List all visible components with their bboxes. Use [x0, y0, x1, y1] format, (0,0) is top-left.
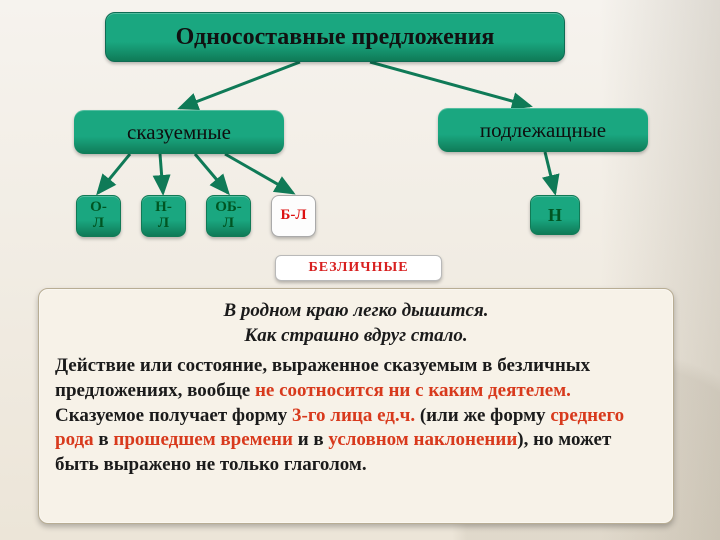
- leaf-ol: О-Л: [76, 195, 121, 237]
- badge-bezlichnye: БЕЗЛИЧНЫЕ: [275, 255, 442, 281]
- title-box: Односоставные предложения: [105, 12, 565, 62]
- explanation-panel: В родном краю легко дышится. Как страшно…: [38, 288, 674, 524]
- leaf-bl-label: Б-Л: [280, 208, 306, 224]
- leaf-ol-label: О-Л: [85, 200, 112, 232]
- example-line-2: Как страшно вдруг стало.: [55, 324, 657, 349]
- leaf-obl-label: ОБ-Л: [215, 200, 242, 232]
- slide: { "colors": { "green": "#1aa780", "green…: [0, 0, 720, 540]
- category-left-label: сказуемные: [127, 120, 231, 145]
- leaf-nl-label: Н-Л: [150, 200, 177, 232]
- leaf-n-label: Н: [548, 206, 562, 225]
- leaf-nl: Н-Л: [141, 195, 186, 237]
- title-text: Односоставные предложения: [176, 24, 495, 51]
- category-left: сказуемные: [74, 110, 284, 154]
- category-right-label: подлежащные: [480, 118, 606, 143]
- category-right: подлежащные: [438, 108, 648, 152]
- leaf-bl: Б-Л: [271, 195, 316, 237]
- explanation-body: Действие или состояние, выраженное сказу…: [55, 354, 657, 477]
- leaf-n: Н: [530, 195, 580, 235]
- leaf-obl: ОБ-Л: [206, 195, 251, 237]
- example-line-1: В родном краю легко дышится.: [55, 299, 657, 324]
- badge-text: БЕЗЛИЧНЫЕ: [308, 260, 408, 276]
